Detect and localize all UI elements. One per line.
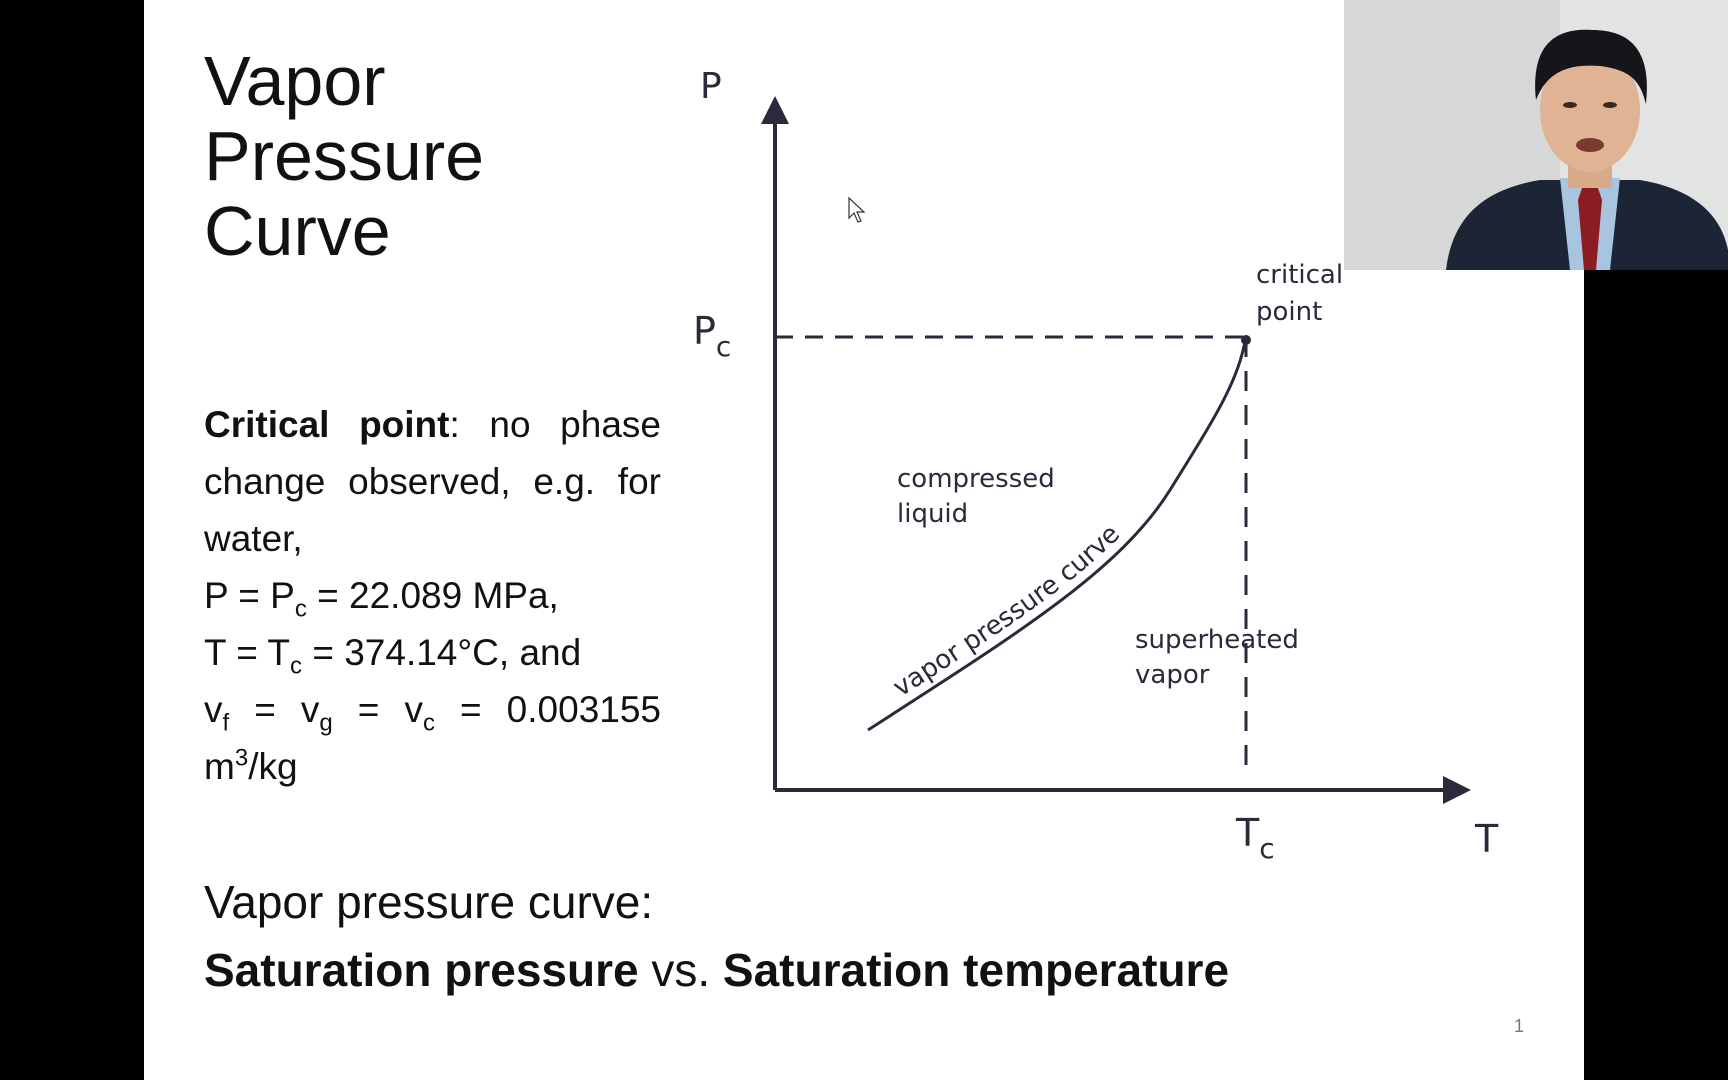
paragraph: P = Pc = 22.089 MPa,	[204, 567, 661, 624]
term: Critical point	[204, 404, 450, 445]
text: = 22.089 MPa,	[306, 575, 559, 616]
text: v	[204, 689, 223, 730]
text: : no phase change observed, e.g. for wat…	[204, 404, 661, 559]
label-line: superheated	[1135, 625, 1299, 655]
pc-label: Pc	[693, 309, 731, 363]
text: = v	[332, 689, 423, 730]
label-line: liquid	[897, 499, 968, 529]
pc-sub: c	[716, 330, 731, 363]
eye	[1563, 102, 1577, 108]
footer: Vapor pressure curve: Saturation pressur…	[204, 868, 1229, 1004]
tc-main: T	[1235, 811, 1260, 855]
title-line: Curve	[204, 192, 391, 270]
critical-point-label: critical point	[1256, 260, 1343, 327]
bold-text: Saturation pressure	[204, 944, 639, 996]
critical-point-dot	[1241, 335, 1251, 345]
paragraph: Critical point: no phase change observed…	[204, 396, 661, 567]
superheated-vapor-label: superheated vapor	[1135, 625, 1299, 690]
pc-main: P	[693, 309, 716, 353]
label-line: point	[1256, 297, 1322, 327]
curve-label: vapor pressure curve	[888, 519, 1126, 703]
webcam-video	[1344, 0, 1728, 270]
label-line: vapor	[1135, 660, 1210, 690]
text: = 374.14°C, and	[302, 632, 582, 673]
label-line: critical	[1256, 260, 1343, 290]
subscript: g	[319, 709, 333, 737]
subscript: f	[222, 709, 230, 737]
text: vs.	[638, 944, 723, 996]
compressed-liquid-label: compressed liquid	[897, 464, 1055, 529]
tc-sub: c	[1259, 832, 1274, 865]
bold-text: Saturation temperature	[722, 944, 1230, 996]
text: T = T	[204, 632, 291, 673]
x-axis-label: T	[1474, 817, 1499, 861]
body-text: Critical point: no phase change observed…	[204, 396, 661, 795]
text: = v	[229, 689, 320, 730]
footer-line: Saturation pressure vs. Saturation tempe…	[204, 936, 1229, 1004]
paragraph: T = Tc = 374.14°C, and	[204, 624, 661, 681]
text: = 0.003155 m	[204, 689, 662, 787]
paragraph: vf = vg = vc = 0.003155 m3/kg	[204, 681, 661, 795]
arrow-head	[761, 96, 789, 124]
curve-label-path: vapor pressure curve	[888, 519, 1126, 703]
subscript: c	[290, 652, 303, 680]
subscript: c	[294, 595, 307, 623]
arrow-head	[1443, 776, 1471, 804]
text: /kg	[248, 746, 298, 787]
tc-label: Tc	[1235, 811, 1275, 865]
hair	[1535, 29, 1647, 104]
footer-line: Vapor pressure curve:	[204, 876, 654, 928]
mouse-cursor	[848, 196, 866, 223]
eye	[1603, 102, 1617, 108]
slide-title: Vapor Pressure Curve	[204, 44, 484, 269]
tie	[1578, 188, 1602, 270]
y-axis-label: P	[700, 66, 722, 107]
title-line: Vapor	[204, 42, 386, 120]
title-line: Pressure	[204, 117, 485, 195]
text: P = P	[204, 575, 295, 616]
page-number: 1	[1514, 1016, 1525, 1036]
subscript: c	[422, 709, 435, 737]
axes	[773, 110, 1455, 792]
superscript: 3	[234, 744, 249, 772]
face	[1540, 48, 1640, 172]
mouth	[1576, 138, 1604, 152]
label-line: compressed	[897, 464, 1055, 494]
